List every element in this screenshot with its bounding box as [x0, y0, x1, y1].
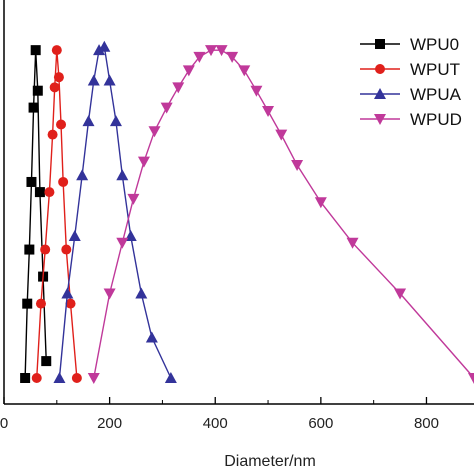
- data-point: [98, 40, 111, 52]
- data-point: [28, 102, 39, 113]
- data-point: [314, 197, 327, 209]
- x-axis: 0 200 400 600 800: [0, 397, 439, 432]
- series-line: [36, 50, 78, 379]
- data-point: [31, 373, 42, 383]
- data-point: [53, 372, 66, 383]
- data-point: [116, 169, 129, 181]
- data-point: [34, 187, 45, 198]
- data-point: [193, 51, 206, 63]
- data-point: [145, 331, 158, 343]
- data-point: [103, 288, 116, 300]
- legend-marker: [374, 88, 386, 99]
- data-point: [47, 129, 58, 140]
- plot-frame: [3, 0, 474, 405]
- data-point: [116, 237, 129, 249]
- data-point: [82, 115, 95, 127]
- data-point: [394, 288, 407, 300]
- data-point: [226, 51, 239, 63]
- data-point: [44, 187, 55, 198]
- data-point: [87, 373, 100, 384]
- data-point: [61, 244, 72, 255]
- data-point: [135, 287, 148, 299]
- data-point: [56, 119, 67, 130]
- data-point: [22, 298, 33, 309]
- data-point: [127, 193, 140, 205]
- data-point: [250, 85, 263, 97]
- legend: WPU0 WPUT WPUA WPUD: [360, 35, 462, 129]
- data-point: [468, 373, 474, 384]
- data-point: [137, 156, 150, 168]
- data-point: [30, 45, 41, 56]
- legend-marker: [374, 114, 386, 125]
- legend-marker: [375, 64, 385, 74]
- x-tick-label: 0: [0, 415, 8, 432]
- legend-entry: WPUA: [360, 85, 462, 104]
- series-wpua: [53, 40, 177, 383]
- data-point: [32, 85, 43, 96]
- data-point: [58, 176, 69, 187]
- legend-entry: WPUD: [360, 110, 462, 129]
- series-line: [58, 45, 172, 379]
- data-point: [164, 372, 177, 383]
- data-point: [40, 244, 51, 255]
- data-point: [53, 72, 64, 83]
- legend-entry: WPU0: [360, 35, 459, 54]
- data-point: [205, 45, 218, 57]
- series-wpu0: [20, 45, 52, 383]
- legend-label: WPUA: [410, 85, 462, 104]
- legend-marker: [375, 39, 385, 49]
- data-point: [41, 356, 52, 367]
- data-point: [24, 244, 35, 255]
- data-point: [262, 105, 275, 117]
- data-point: [103, 74, 116, 86]
- series-wput: [31, 45, 82, 383]
- data-point: [109, 115, 122, 127]
- data-point: [68, 230, 81, 242]
- data-point: [87, 74, 100, 86]
- series-wpud: [87, 45, 474, 384]
- legend-label: WPUD: [410, 110, 462, 129]
- legend-label: WPU0: [410, 35, 459, 54]
- data-point: [346, 237, 359, 249]
- series-layer: [20, 40, 474, 384]
- data-point: [275, 129, 288, 141]
- data-point: [61, 287, 74, 299]
- data-point: [182, 65, 195, 77]
- data-point: [160, 102, 173, 114]
- data-point: [71, 373, 82, 383]
- series-line: [93, 49, 474, 379]
- series-line: [24, 50, 47, 379]
- data-point: [76, 169, 89, 181]
- x-tick-label: 800: [414, 415, 439, 432]
- x-axis-title: Diameter/nm: [224, 453, 316, 470]
- x-tick-label: 600: [308, 415, 333, 432]
- data-point: [93, 44, 106, 56]
- x-tick-label: 200: [97, 415, 122, 432]
- data-point: [35, 298, 46, 309]
- x-tick-label: 400: [203, 415, 228, 432]
- data-point: [291, 160, 304, 172]
- data-point: [51, 45, 62, 56]
- data-point: [65, 298, 76, 309]
- data-point: [215, 45, 228, 57]
- data-point: [148, 126, 161, 138]
- data-point: [49, 82, 60, 93]
- data-point: [20, 373, 31, 383]
- data-point: [26, 176, 37, 187]
- data-point: [238, 65, 251, 77]
- data-point: [172, 82, 185, 94]
- legend-label: WPUT: [410, 60, 460, 79]
- legend-entry: WPUT: [360, 60, 460, 79]
